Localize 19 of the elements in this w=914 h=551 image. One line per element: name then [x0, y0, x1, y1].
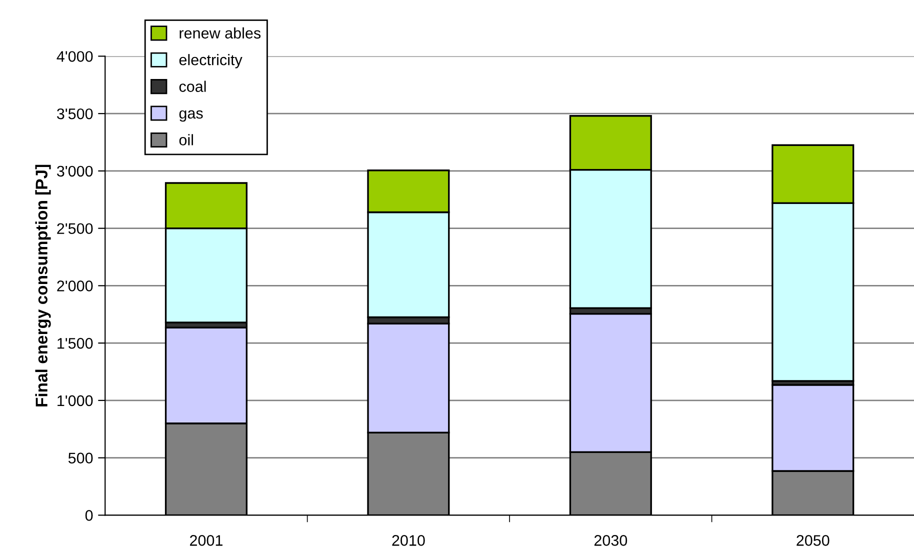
y-axis-title: Final energy consumption [PJ]: [35, 164, 51, 406]
y-tick-label: 4'000: [56, 51, 93, 62]
y-tick-label: 3'000: [56, 166, 93, 177]
y-tick-label: 1'000: [58, 395, 93, 406]
legend-label: electricity: [179, 54, 242, 68]
y-tick-label: 2'500: [57, 223, 93, 234]
y-tick-label: 0: [85, 510, 93, 521]
legend-label: coal: [179, 80, 206, 92]
x-tick-label: 2010: [392, 535, 425, 546]
legend-label: renew ables: [180, 27, 261, 39]
y-tick-label: 1'500: [58, 338, 93, 349]
x-tick-label: 2030: [594, 535, 628, 546]
legend-label: gas: [179, 110, 203, 122]
legend-label: oil: [179, 134, 193, 146]
y-tick-label: 500: [68, 452, 93, 464]
x-tick-label: 2050: [796, 535, 830, 546]
y-tick-label: 3'500: [56, 108, 93, 120]
y-tick-label: 2'000: [57, 280, 93, 292]
x-tick-label: 2001: [190, 535, 222, 546]
